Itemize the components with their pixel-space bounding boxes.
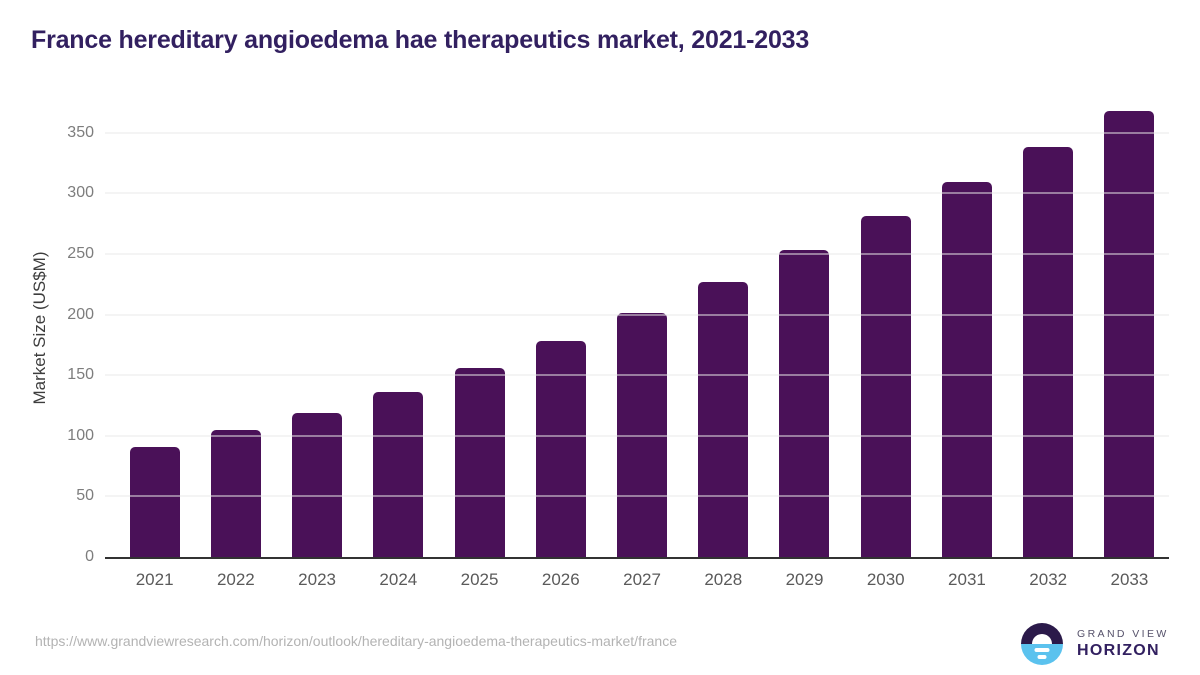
logo-text: GRAND VIEW HORIZON xyxy=(1077,629,1169,660)
bar-2021 xyxy=(129,446,180,557)
x-tick-2026: 2026 xyxy=(541,570,580,589)
logo-sky xyxy=(1021,623,1063,644)
plot-area: 2021 2022 2023 2024 2025 2026 2027 2028 2029 2030… xyxy=(67,100,1170,589)
x-tick-2023: 2023 xyxy=(298,570,336,589)
gridline-300 xyxy=(105,192,1169,194)
bar-2029 xyxy=(779,250,830,557)
x-tick-2031: 2031 xyxy=(948,570,986,589)
logo-wave xyxy=(1037,655,1047,659)
bar-column-2025 xyxy=(439,100,520,557)
gridline-250 xyxy=(105,253,1169,255)
logo-sun xyxy=(1032,634,1052,644)
gridline-100 xyxy=(105,435,1169,437)
x-tick-2022: 2022 xyxy=(216,570,255,589)
x-tick-2033: 2033 xyxy=(1110,570,1149,589)
bar-column-2024 xyxy=(358,100,439,557)
x-tick-2029: 2029 xyxy=(785,570,824,589)
gridline-150 xyxy=(105,374,1169,376)
bar-2024 xyxy=(373,392,424,557)
y-tick-250: 250 xyxy=(67,244,94,262)
brand-logo: GRAND VIEW HORIZON xyxy=(1021,623,1169,665)
gridline-200 xyxy=(105,314,1169,316)
bar-2031 xyxy=(941,182,992,557)
x-tick-2021: 2021 xyxy=(135,570,174,589)
logo-brand-name: GRAND VIEW xyxy=(1077,627,1169,640)
bar-column-2033 xyxy=(1089,100,1170,557)
y-tick-200: 200 xyxy=(67,305,94,323)
page-title: France hereditary angioedema hae therape… xyxy=(31,26,810,54)
bar-2026 xyxy=(535,341,586,557)
bar-2025 xyxy=(454,367,505,557)
gridline-50 xyxy=(105,495,1169,497)
bar-column-2021 xyxy=(114,100,195,557)
y-tick-300: 300 xyxy=(67,184,94,202)
bar-column-2022 xyxy=(195,100,276,557)
gridline-350 xyxy=(105,132,1169,134)
bar-column-2031 xyxy=(926,100,1007,557)
bar-2023 xyxy=(292,412,343,557)
x-tick-2027: 2027 xyxy=(623,570,661,589)
x-axis-labels: 2021 2022 2023 2024 2025 2026 2027 2028 2029 2030… xyxy=(114,570,1170,590)
y-tick-100: 100 xyxy=(67,426,94,444)
bar-2022 xyxy=(210,429,261,557)
y-tick-0: 0 xyxy=(85,548,94,565)
x-tick-2024: 2024 xyxy=(379,570,418,589)
bar-column-2027 xyxy=(601,100,682,557)
bar-2028 xyxy=(698,281,749,557)
bar-2030 xyxy=(860,216,911,557)
horizon-sun-icon xyxy=(1021,623,1063,665)
bar-column-2026 xyxy=(520,100,601,557)
bar-column-2029 xyxy=(764,100,845,557)
bar-2033 xyxy=(1104,110,1155,557)
y-tick-350: 350 xyxy=(67,123,94,141)
y-tick-150: 150 xyxy=(67,366,94,384)
y-tick-50: 50 xyxy=(76,487,94,505)
bar-2032 xyxy=(1023,147,1074,557)
x-tick-2025: 2025 xyxy=(460,570,499,589)
logo-sea xyxy=(1021,644,1063,665)
bar-2027 xyxy=(617,313,668,557)
source-url: https://www.grandviewresearch.com/horizo… xyxy=(35,633,677,649)
x-tick-2028: 2028 xyxy=(704,570,743,589)
bar-column-2030 xyxy=(845,100,926,557)
logo-product-name: HORIZON xyxy=(1077,642,1160,660)
y-axis-title: Market Size (US$M) xyxy=(30,251,49,405)
bar-column-2023 xyxy=(276,100,357,557)
bar-column-2032 xyxy=(1008,100,1089,557)
bars-container xyxy=(114,100,1170,557)
x-tick-2030: 2030 xyxy=(866,570,905,589)
bar-column-2028 xyxy=(683,100,764,557)
x-tick-2032: 2032 xyxy=(1029,570,1068,589)
logo-wave xyxy=(1034,648,1050,652)
